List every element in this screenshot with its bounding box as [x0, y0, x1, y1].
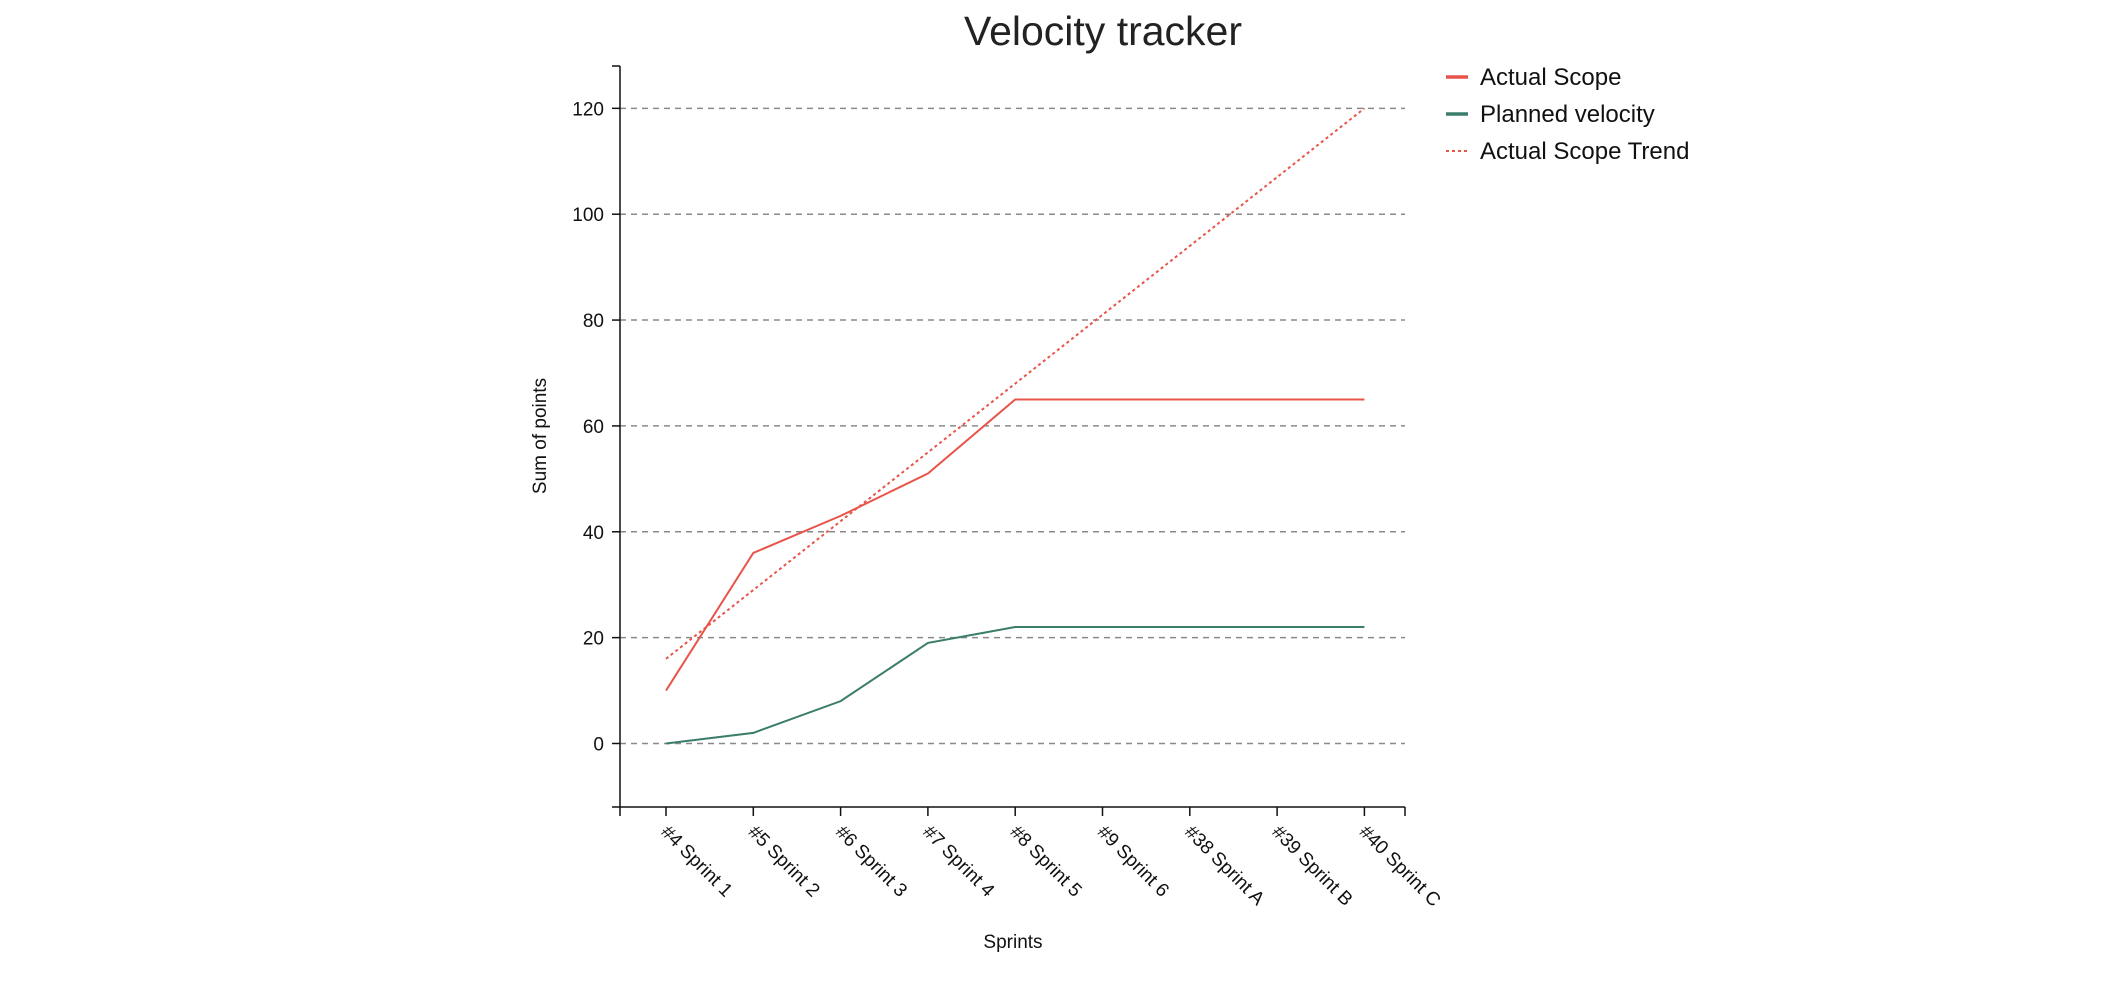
y-tick-label: 100: [572, 205, 604, 226]
series-line: [665, 398, 1365, 692]
x-tick-label: #5 Sprint 2: [744, 822, 824, 902]
series-lines: [665, 107, 1366, 745]
legend: Actual Scope Planned velocity Actual Scope…: [1446, 64, 1689, 165]
y-tick-label: 120: [572, 99, 604, 120]
x-tick-label: #7 Sprint 4: [918, 822, 998, 902]
y-tick-label: 0: [593, 734, 604, 755]
series-line: [665, 107, 1366, 660]
y-tick-label: 40: [583, 523, 604, 544]
grid-lines: [620, 107, 1405, 745]
x-tick-label: #9 Sprint 6: [1093, 822, 1173, 902]
x-axis-label: Sprints: [983, 932, 1042, 953]
x-tick-label: #4 Sprint 1: [656, 822, 736, 902]
x-tick-label: #8 Sprint 5: [1006, 822, 1086, 902]
y-tick-label: 20: [583, 629, 604, 650]
legend-label: Actual Scope Trend: [1480, 138, 1689, 165]
series-line: [665, 626, 1365, 745]
chart-title: Velocity tracker: [964, 8, 1242, 54]
axes: 0 20 40 60 80 100 120 #4 Sprint 1 #5 Sprint 2 #6 …: [572, 65, 1445, 912]
y-tick-label: 60: [583, 417, 604, 438]
legend-label: Actual Scope: [1480, 64, 1621, 91]
y-tick-label: 80: [583, 311, 604, 332]
x-tick-label: #38 Sprint A: [1180, 822, 1268, 910]
x-tick-label: #40 Sprint C: [1355, 822, 1445, 912]
legend-label: Planned velocity: [1480, 101, 1655, 128]
y-axis-label: Sum of points: [530, 378, 551, 494]
x-tick-label: #39 Sprint B: [1268, 822, 1357, 911]
x-tick-label: #6 Sprint 3: [831, 822, 911, 902]
